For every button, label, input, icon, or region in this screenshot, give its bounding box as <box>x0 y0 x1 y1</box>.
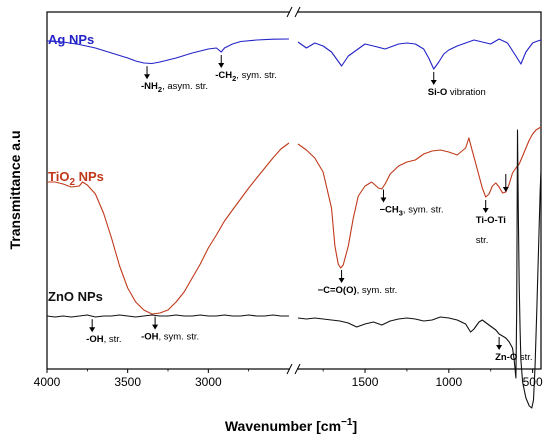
series-ag-right <box>297 38 542 70</box>
break-slash <box>286 363 293 375</box>
annotation-label-part: Si-O <box>428 87 448 98</box>
annotation-label-part: 3 <box>399 209 403 218</box>
x-axis-title-end: ] <box>352 418 357 434</box>
series-zno-right <box>297 129 542 409</box>
annotation-label-part: -OH <box>86 334 104 345</box>
annotation-arrow-head <box>89 327 96 333</box>
annotation-arrow-head <box>502 187 509 192</box>
break-slash <box>294 363 301 375</box>
annotation-label-part: , sym. str. <box>403 205 444 216</box>
annotation-label-part: str. <box>517 352 532 363</box>
annotation-zno_oh: -OH, str. <box>86 319 122 345</box>
y-axis-title: Transmittance a.u <box>7 130 23 249</box>
annotation-ag_nh2: -NH2, asym. str. <box>141 66 208 94</box>
break-slash <box>294 6 301 18</box>
series-ag-left <box>46 38 290 65</box>
x-tick-label: 500 <box>523 375 543 389</box>
annotation-label-part: , asym. str. <box>162 81 208 92</box>
annotation-arrow-head <box>380 197 387 203</box>
x-axis-title: Wavenumber [cm−1] <box>225 417 357 434</box>
annotation-label-part: -OH <box>141 332 159 343</box>
annotation-label-part: -CH <box>215 70 232 81</box>
x-axis-title-main: Wavenumber [cm <box>225 418 341 434</box>
annotation-label: -CH2, sym. str. <box>215 70 277 83</box>
annotation-label: Ti-O-Ti <box>476 215 506 226</box>
annotation-ag_sio: Si-O vibration <box>428 72 486 98</box>
annotation-label-part: 2 <box>158 85 162 94</box>
series-label-tio2: TiO2 NPs <box>48 169 104 188</box>
break-slash <box>286 6 293 18</box>
annotation-label: −CH3, sym. str. <box>379 205 443 218</box>
annotation-arrow-head <box>338 278 345 283</box>
annotation-label-part: vibration <box>447 87 486 98</box>
x-axis-title-sup: −1 <box>341 417 353 428</box>
x-tick-label: 4000 <box>34 375 61 389</box>
annotation-label: -OH, str. <box>86 334 121 345</box>
annotation-label-part: Zn-O <box>495 352 517 363</box>
annotation-label-part: −C=O(O) <box>318 285 357 296</box>
x-ticks: 4000 3500 3000 1500 1000 500 <box>34 369 543 389</box>
annotation-arrow-head <box>218 63 225 68</box>
series-tio2-left <box>47 142 290 315</box>
annotation-label: -OH, sym. str. <box>141 332 199 343</box>
tio2-label-main: TiO <box>48 169 69 184</box>
x-tick-label: 3500 <box>114 375 141 389</box>
annotation-label: -NH2, asym. str. <box>141 81 208 94</box>
annotation-label-part: −CH <box>379 205 398 216</box>
annotation-tio2_tioti: Ti-O-Ti str. <box>476 174 509 246</box>
annotation-label-part: , str. <box>104 334 122 345</box>
annotation-arrow-head <box>430 80 437 85</box>
annotation-arrow-head <box>496 345 503 350</box>
annotation-tio2_ch3: −CH3, sym. str. <box>379 189 444 218</box>
axis-break-marks <box>286 6 301 375</box>
annotation-label-part: Ti-O-Ti <box>476 215 506 226</box>
annotation-ag_ch2: -CH2, sym. str. <box>215 55 277 83</box>
x-tick-label: 1000 <box>435 375 462 389</box>
break-gap-top <box>290 8 297 16</box>
annotation-zno_zno: Zn-O str. <box>495 337 533 363</box>
annotation-label-line2: str. <box>476 235 489 246</box>
annotation-label: Zn-O str. <box>495 352 532 363</box>
annotation-arrow-head <box>152 324 159 330</box>
annotation-arrow-head <box>144 74 151 80</box>
annotation-label-part: , sym. str. <box>236 70 277 81</box>
series-label-ag: Ag NPs <box>48 32 94 47</box>
annotation-tio2_co: −C=O(O), sym. str. <box>318 270 398 296</box>
annotation-tio2_oh: -OH, sym. str. <box>141 316 199 343</box>
series-labels: Ag NPs TiO2 NPs ZnO NPs <box>48 32 104 304</box>
series-tio2-right <box>297 126 542 269</box>
x-tick-label: 3000 <box>195 375 222 389</box>
tio2-label-sub: 2 <box>69 177 75 188</box>
annotation-label: Si-O vibration <box>428 87 486 98</box>
annotation-label-part: , sym. str. <box>159 332 200 343</box>
annotation-label: −C=O(O), sym. str. <box>318 285 398 296</box>
series-zno-left <box>46 314 289 318</box>
annotations: -NH2, asym. str.-CH2, sym. str.Si-O vibr… <box>86 55 533 363</box>
series-layer <box>46 38 542 409</box>
annotation-label-part: 2 <box>232 74 236 83</box>
x-tick-label: 1500 <box>352 375 379 389</box>
series-label-zno: ZnO NPs <box>48 289 103 304</box>
annotation-label-part: , sym. str. <box>357 285 398 296</box>
annotation-arrow-head <box>482 208 489 213</box>
tio2-label-end: NPs <box>75 169 104 184</box>
break-gap-bottom <box>290 365 297 373</box>
annotation-label-part: -NH <box>141 81 158 92</box>
